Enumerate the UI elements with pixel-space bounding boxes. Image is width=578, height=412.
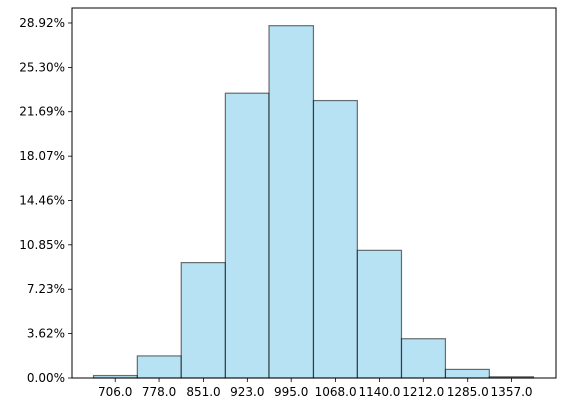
y-tick-label: 14.46% bbox=[19, 193, 65, 207]
bars-group bbox=[92, 25, 535, 379]
y-tick-label: 18.07% bbox=[19, 149, 65, 163]
y-tick-label: 21.69% bbox=[19, 105, 65, 119]
x-tick-label: 1140.0 bbox=[358, 385, 400, 399]
y-tick-label: 3.62% bbox=[27, 327, 65, 341]
y-axis-ticks: 0.00% 3.62% 7.23% 10.85% 14.46% 18.07% 21.69% 2… bbox=[19, 16, 72, 385]
histogram-bar bbox=[136, 355, 182, 379]
x-tick-label: 1212.0 bbox=[402, 385, 444, 399]
y-tick-label: 7.23% bbox=[27, 282, 65, 296]
histogram-bar bbox=[312, 99, 358, 379]
x-tick-label: 1357.0 bbox=[491, 385, 533, 399]
histogram-bar bbox=[444, 368, 490, 379]
x-tick-label: 1068.0 bbox=[315, 385, 357, 399]
axes-frame bbox=[71, 7, 557, 379]
histogram-bar bbox=[224, 92, 270, 379]
x-tick-label: 851.0 bbox=[186, 385, 220, 399]
histogram-bar bbox=[400, 338, 447, 379]
y-tick-label: 28.92% bbox=[19, 16, 65, 30]
x-tick-label: 706.0 bbox=[98, 385, 132, 399]
y-tick-label: 25.30% bbox=[19, 60, 65, 74]
x-tick-label: 995.0 bbox=[274, 385, 308, 399]
histogram-bar bbox=[268, 25, 315, 379]
y-tick-label: 0.00% bbox=[27, 371, 65, 385]
plot-border bbox=[71, 7, 557, 379]
x-tick-label: 1285.0 bbox=[447, 385, 489, 399]
x-tick-label: 778.0 bbox=[142, 385, 176, 399]
histogram-bar bbox=[180, 262, 226, 379]
histogram-bar bbox=[356, 249, 403, 379]
x-axis-ticks: 706.0 778.0 851.0 923.0 995.0 1068.0 1140.0 121… bbox=[98, 378, 533, 399]
y-tick-label: 10.85% bbox=[19, 238, 65, 252]
x-tick-label: 923.0 bbox=[230, 385, 264, 399]
